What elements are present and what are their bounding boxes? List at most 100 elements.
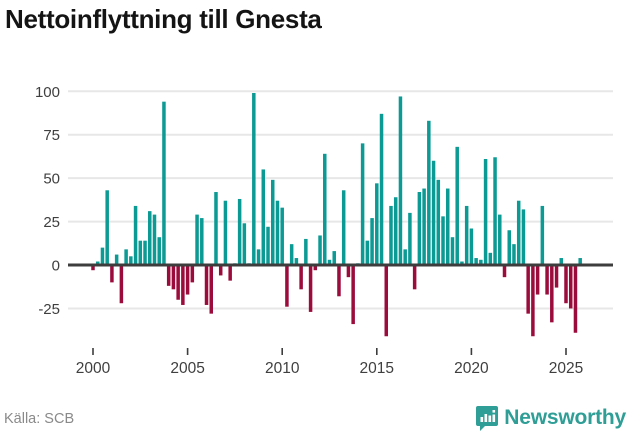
bar-2024Q1	[545, 265, 549, 295]
bar-2013Q4	[351, 265, 355, 325]
bar-2003Q4	[162, 101, 166, 265]
bar-2014Q3	[365, 240, 370, 265]
bar-2011Q3	[308, 265, 313, 312]
bar-2024Q4	[559, 258, 564, 265]
bar-2005Q2	[190, 265, 195, 283]
bar-2010Q3	[289, 244, 294, 265]
bar-2018Q2	[436, 179, 441, 265]
bar-2021Q1	[488, 252, 493, 265]
bar-2000Q3	[100, 247, 105, 266]
bar-2018Q4	[446, 188, 450, 265]
bar-2014Q4	[370, 218, 374, 265]
bar-2021Q3	[498, 214, 502, 265]
bar-2013Q2	[341, 190, 346, 265]
bar-2017Q2	[417, 192, 422, 265]
bar-2009Q3	[270, 179, 275, 265]
newsworthy-logo: Newsworthy	[476, 402, 626, 434]
bar-2005Q1	[185, 265, 190, 295]
bar-2004Q1	[166, 265, 171, 286]
y-axis-tick-label: 100	[35, 84, 60, 101]
bar-2004Q2	[171, 265, 176, 290]
bar-2000Q2	[95, 261, 100, 265]
y-axis-tick-label: 75	[43, 127, 60, 144]
bar-2007Q4	[237, 198, 242, 265]
bar-2012Q1	[318, 235, 322, 265]
bar-2003Q1	[148, 211, 152, 265]
x-axis-tick-label: 2020	[454, 360, 489, 377]
bar-2016Q2	[398, 96, 403, 266]
bar-2020Q2	[474, 258, 478, 265]
bar-2015Q2	[379, 113, 384, 265]
bar-2022Q3	[516, 200, 521, 265]
bar-2009Q1	[261, 169, 266, 265]
bar-2017Q4	[427, 120, 431, 265]
bar-2013Q1	[337, 265, 341, 297]
x-axis-tick-label: 2025	[549, 360, 583, 377]
bar-2025Q1	[564, 265, 568, 304]
bar-2012Q2	[323, 153, 327, 265]
bar-2020Q1	[469, 228, 474, 265]
bar-2019Q3	[460, 261, 464, 265]
bar-2006Q1	[204, 265, 209, 305]
x-axis-tick-label: 2000	[76, 360, 111, 377]
bar-2011Q4	[313, 265, 318, 271]
bar-2000Q1	[91, 265, 95, 271]
bar-2001Q3	[119, 265, 124, 304]
bar-2023Q4	[540, 205, 545, 266]
bar-2011Q2	[304, 238, 308, 265]
bar-2013Q3	[346, 265, 351, 278]
bar-2022Q1	[507, 230, 511, 265]
bar-2025Q4	[578, 258, 582, 265]
bar-2016Q4	[408, 212, 412, 266]
source-caption: Källa: SCB	[4, 411, 75, 427]
bar-2025Q3	[573, 265, 578, 333]
bar-2019Q2	[455, 146, 459, 265]
bar-2008Q1	[242, 223, 247, 265]
bar-2006Q3	[214, 192, 218, 265]
bar-2021Q4	[502, 265, 507, 278]
bar-2021Q2	[493, 157, 497, 265]
bar-2005Q3	[195, 214, 199, 265]
bar-2018Q1	[431, 160, 436, 265]
bar-2011Q1	[299, 265, 303, 290]
bar-2017Q1	[412, 265, 417, 290]
bar-2008Q4	[256, 249, 261, 265]
bar-2020Q3	[479, 259, 483, 265]
bar-2000Q4	[105, 190, 109, 265]
x-axis-tick-label: 2015	[360, 360, 394, 377]
bar-2016Q1	[393, 197, 398, 265]
bar-2019Q4	[464, 205, 469, 266]
bar-2015Q1	[375, 183, 379, 265]
bar-2007Q2	[228, 265, 232, 281]
bar-2018Q3	[441, 216, 445, 265]
bar-2006Q2	[209, 265, 213, 314]
bar-2022Q4	[521, 209, 526, 265]
y-axis-tick-label: 25	[43, 214, 60, 231]
bar-2016Q3	[403, 249, 407, 265]
bar-2001Q4	[124, 249, 128, 265]
bar-2012Q3	[327, 259, 332, 265]
bar-2025Q2	[568, 265, 573, 309]
bar-2022Q2	[512, 244, 516, 265]
bar-2009Q2	[266, 226, 270, 266]
bar-2014Q2	[360, 143, 365, 266]
bar-2008Q3	[252, 92, 256, 266]
bar-2015Q4	[389, 205, 393, 266]
bar-2005Q4	[200, 218, 204, 265]
newsworthy-logo-text: Newsworthy	[504, 406, 626, 429]
bar-2023Q3	[535, 265, 540, 295]
newsworthy-logo-icon	[476, 406, 499, 431]
bar-2003Q3	[157, 237, 161, 265]
x-axis-tick-label: 2005	[170, 360, 204, 377]
bar-2002Q1	[129, 256, 133, 265]
bar-2024Q2	[550, 265, 554, 323]
bar-2007Q1	[223, 200, 228, 265]
bar-2010Q2	[285, 265, 289, 307]
bar-2006Q4	[218, 265, 223, 276]
bar-2003Q2	[152, 214, 157, 265]
bar-2004Q4	[181, 265, 185, 305]
x-axis-tick-label: 2010	[265, 360, 300, 377]
bar-2009Q4	[275, 200, 280, 265]
